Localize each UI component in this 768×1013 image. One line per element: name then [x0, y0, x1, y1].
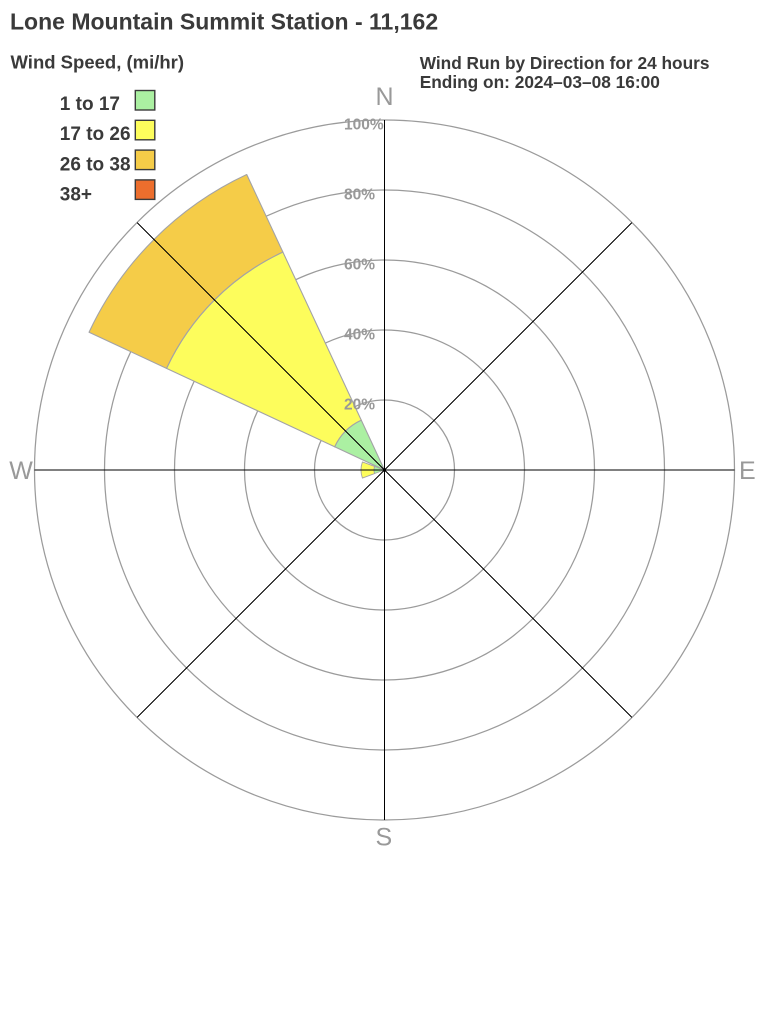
svg-text:20%: 20%: [344, 396, 375, 413]
svg-text:S: S: [376, 823, 393, 851]
svg-text:Lone Mountain Summit Station -: Lone Mountain Summit Station - 11,162: [10, 9, 438, 35]
svg-text:N: N: [375, 83, 393, 111]
svg-text:Wind Run by Direction for 24 h: Wind Run by Direction for 24 hours: [420, 53, 710, 73]
svg-text:E: E: [739, 457, 756, 485]
svg-text:100%: 100%: [344, 116, 384, 133]
svg-text:40%: 40%: [344, 326, 375, 343]
svg-text:Ending on: 2024–03–08 16:00: Ending on: 2024–03–08 16:00: [420, 72, 660, 92]
svg-text:60%: 60%: [344, 256, 375, 273]
svg-text:Wind Speed, (mi/hr): Wind Speed, (mi/hr): [11, 52, 185, 73]
svg-text:26 to 38: 26 to 38: [60, 154, 131, 175]
svg-text:W: W: [9, 457, 33, 485]
svg-text:80%: 80%: [344, 186, 375, 203]
svg-text:1 to 17: 1 to 17: [60, 94, 120, 115]
svg-text:17 to 26: 17 to 26: [60, 124, 131, 145]
svg-text:38+: 38+: [60, 185, 92, 206]
